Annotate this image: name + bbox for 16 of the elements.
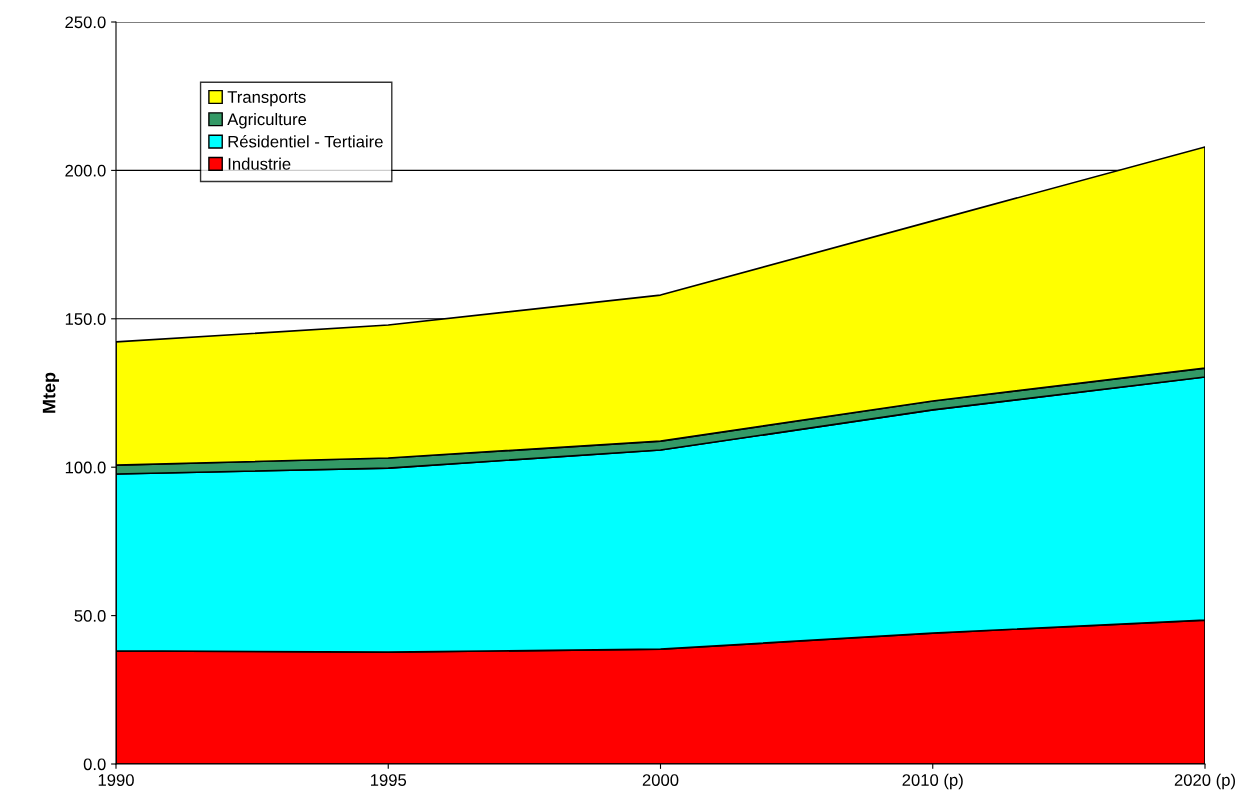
x-tick-label: 2000: [642, 774, 679, 786]
y-tick-label: 150.0: [65, 313, 106, 325]
x-tick-label: 2020 (p): [1174, 773, 1236, 790]
x-tick-label: 1990: [98, 774, 134, 786]
y-tick-label: 200.0: [65, 164, 106, 177]
legend-label: Industrie: [228, 157, 291, 170]
y-tick-label: 50.0: [74, 610, 106, 622]
y-tick-label: 100.0: [65, 461, 106, 474]
y-tick-label: 250.0: [65, 16, 106, 29]
legend-label: Résidentiel - Tertiaire: [228, 135, 383, 148]
legend-label: Transports: [227, 91, 306, 107]
x-tick-label: 2010 (p): [902, 773, 963, 790]
y-tick-label: 0.0: [83, 758, 106, 771]
x-tick-label: 1995: [370, 774, 407, 786]
legend-label: Agriculture: [227, 112, 307, 129]
y-axis-title: Mtep: [42, 372, 60, 413]
